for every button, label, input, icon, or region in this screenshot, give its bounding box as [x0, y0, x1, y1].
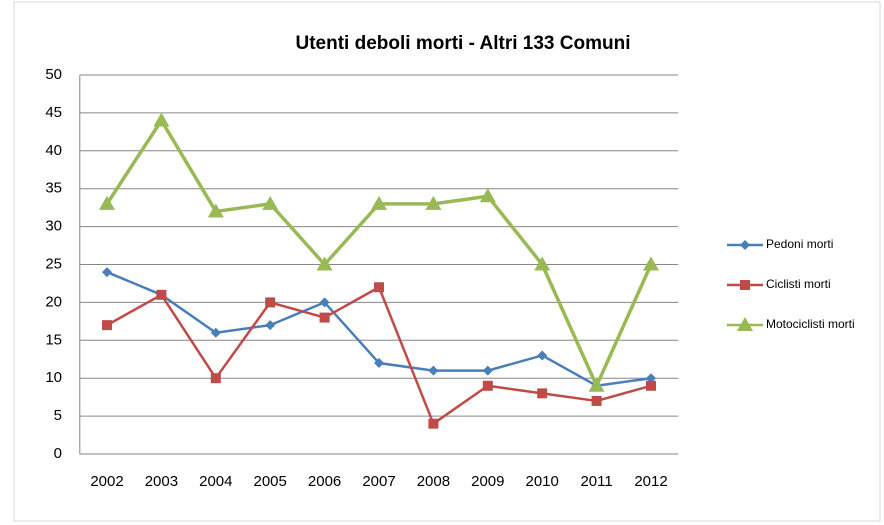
- marker: [534, 256, 551, 271]
- marker: [319, 312, 330, 323]
- marker: [99, 195, 115, 210]
- marker: [374, 282, 384, 293]
- y-tick-label: 40: [45, 142, 62, 159]
- marker: [102, 267, 112, 278]
- legend-label: Pedoni morti: [766, 237, 833, 251]
- legend-label: Ciclisti morti: [766, 277, 831, 291]
- y-tick-label: 35: [45, 180, 62, 197]
- x-tick-label: 2003: [145, 473, 178, 490]
- marker: [265, 297, 276, 308]
- y-tick-label: 30: [45, 218, 62, 235]
- y-tick-label: 0: [54, 445, 62, 462]
- x-tick-label: 2007: [362, 473, 395, 490]
- legend-marker: [740, 240, 750, 250]
- x-tick-label: 2012: [634, 473, 667, 490]
- marker: [156, 289, 167, 300]
- y-tick-label: 5: [54, 407, 62, 424]
- marker: [207, 203, 224, 218]
- marker: [482, 365, 493, 376]
- marker: [102, 320, 112, 331]
- marker: [265, 320, 276, 331]
- legend-marker: [740, 280, 750, 290]
- x-tick-label: 2006: [308, 473, 341, 490]
- x-tick-label: 2005: [254, 473, 287, 490]
- legend-item: Ciclisti morti: [727, 277, 831, 291]
- marker: [319, 297, 330, 308]
- marker: [537, 350, 548, 361]
- series: [99, 112, 659, 392]
- marker: [646, 373, 656, 384]
- chart-border: [13, 1, 881, 522]
- marker: [428, 365, 439, 376]
- x-tick-label: 2010: [526, 473, 559, 490]
- marker: [646, 380, 656, 391]
- y-tick-label: 25: [45, 255, 62, 272]
- marker: [374, 358, 384, 369]
- marker: [316, 256, 333, 271]
- marker: [153, 112, 170, 127]
- marker: [588, 377, 605, 392]
- marker: [371, 195, 387, 210]
- marker: [210, 373, 221, 384]
- x-tick-label: 2009: [471, 473, 504, 490]
- marker: [210, 327, 221, 338]
- x-tick-label: 2002: [90, 473, 123, 490]
- legend-item: Pedoni morti: [727, 237, 833, 251]
- x-tick-label: 2004: [199, 473, 232, 490]
- marker: [643, 256, 659, 271]
- y-tick-label: 15: [45, 331, 62, 348]
- marker: [425, 195, 442, 210]
- x-tick-label: 2011: [580, 473, 612, 490]
- marker: [262, 195, 279, 210]
- x-tick-label: 2008: [417, 473, 450, 490]
- y-tick-label: 10: [45, 369, 62, 386]
- series: [102, 282, 656, 429]
- marker: [428, 418, 439, 429]
- y-tick-label: 45: [45, 104, 62, 121]
- legend-marker: [737, 317, 753, 331]
- chart-title: Utenti deboli morti - Altri 133 Comuni: [296, 33, 631, 54]
- legend-item: Motociclisti morti: [727, 317, 855, 331]
- y-tick-label: 20: [45, 293, 62, 310]
- marker: [482, 380, 493, 391]
- marker: [479, 188, 496, 203]
- marker: [591, 395, 602, 406]
- marker: [537, 388, 548, 399]
- legend-label: Motociclisti morti: [766, 317, 855, 331]
- y-tick-label: 50: [45, 66, 62, 83]
